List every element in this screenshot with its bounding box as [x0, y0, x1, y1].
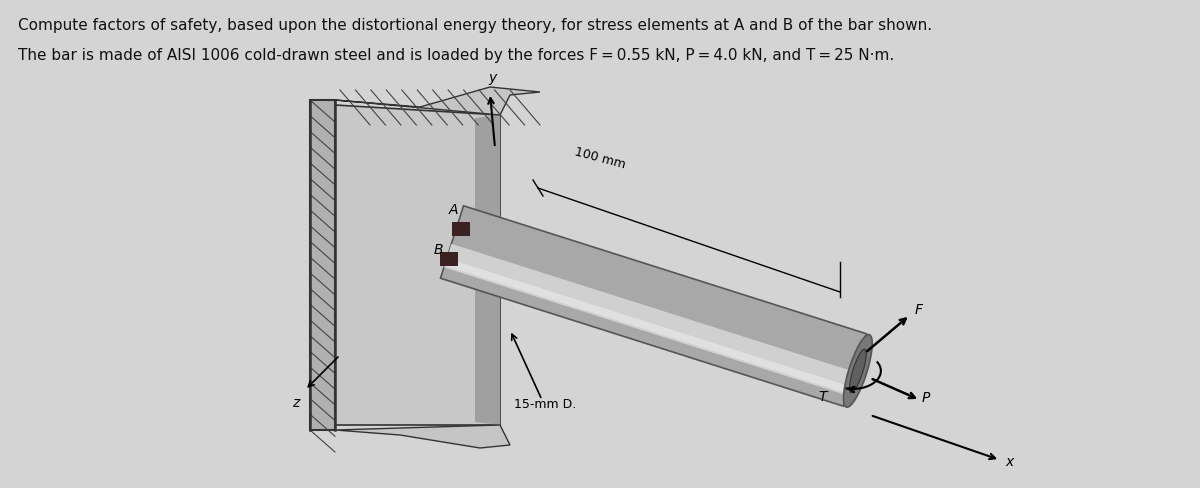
Polygon shape [444, 244, 854, 395]
Text: z: z [293, 396, 300, 410]
Text: T: T [818, 390, 827, 404]
Polygon shape [335, 105, 500, 425]
Ellipse shape [844, 335, 872, 407]
Polygon shape [335, 425, 510, 448]
Text: F: F [916, 303, 923, 317]
Text: x: x [1006, 455, 1013, 469]
Polygon shape [440, 206, 866, 406]
Bar [440, 252, 458, 266]
Text: The bar is made of AISI 1006 cold-drawn steel and is loaded by the forces F = 0.: The bar is made of AISI 1006 cold-drawn … [18, 48, 894, 63]
Text: 15-mm D.: 15-mm D. [514, 398, 576, 411]
Text: B: B [433, 243, 443, 257]
Text: 100 mm: 100 mm [574, 145, 626, 171]
Ellipse shape [850, 349, 866, 393]
Polygon shape [475, 115, 500, 425]
Text: Compute factors of safety, based upon the distortional energy theory, for stress: Compute factors of safety, based upon th… [18, 18, 932, 33]
Text: y: y [488, 71, 496, 85]
Polygon shape [335, 87, 540, 115]
Text: A: A [449, 203, 457, 217]
Polygon shape [444, 258, 850, 393]
Bar [452, 222, 470, 236]
Bar [310, 100, 335, 430]
Text: P: P [922, 391, 930, 405]
